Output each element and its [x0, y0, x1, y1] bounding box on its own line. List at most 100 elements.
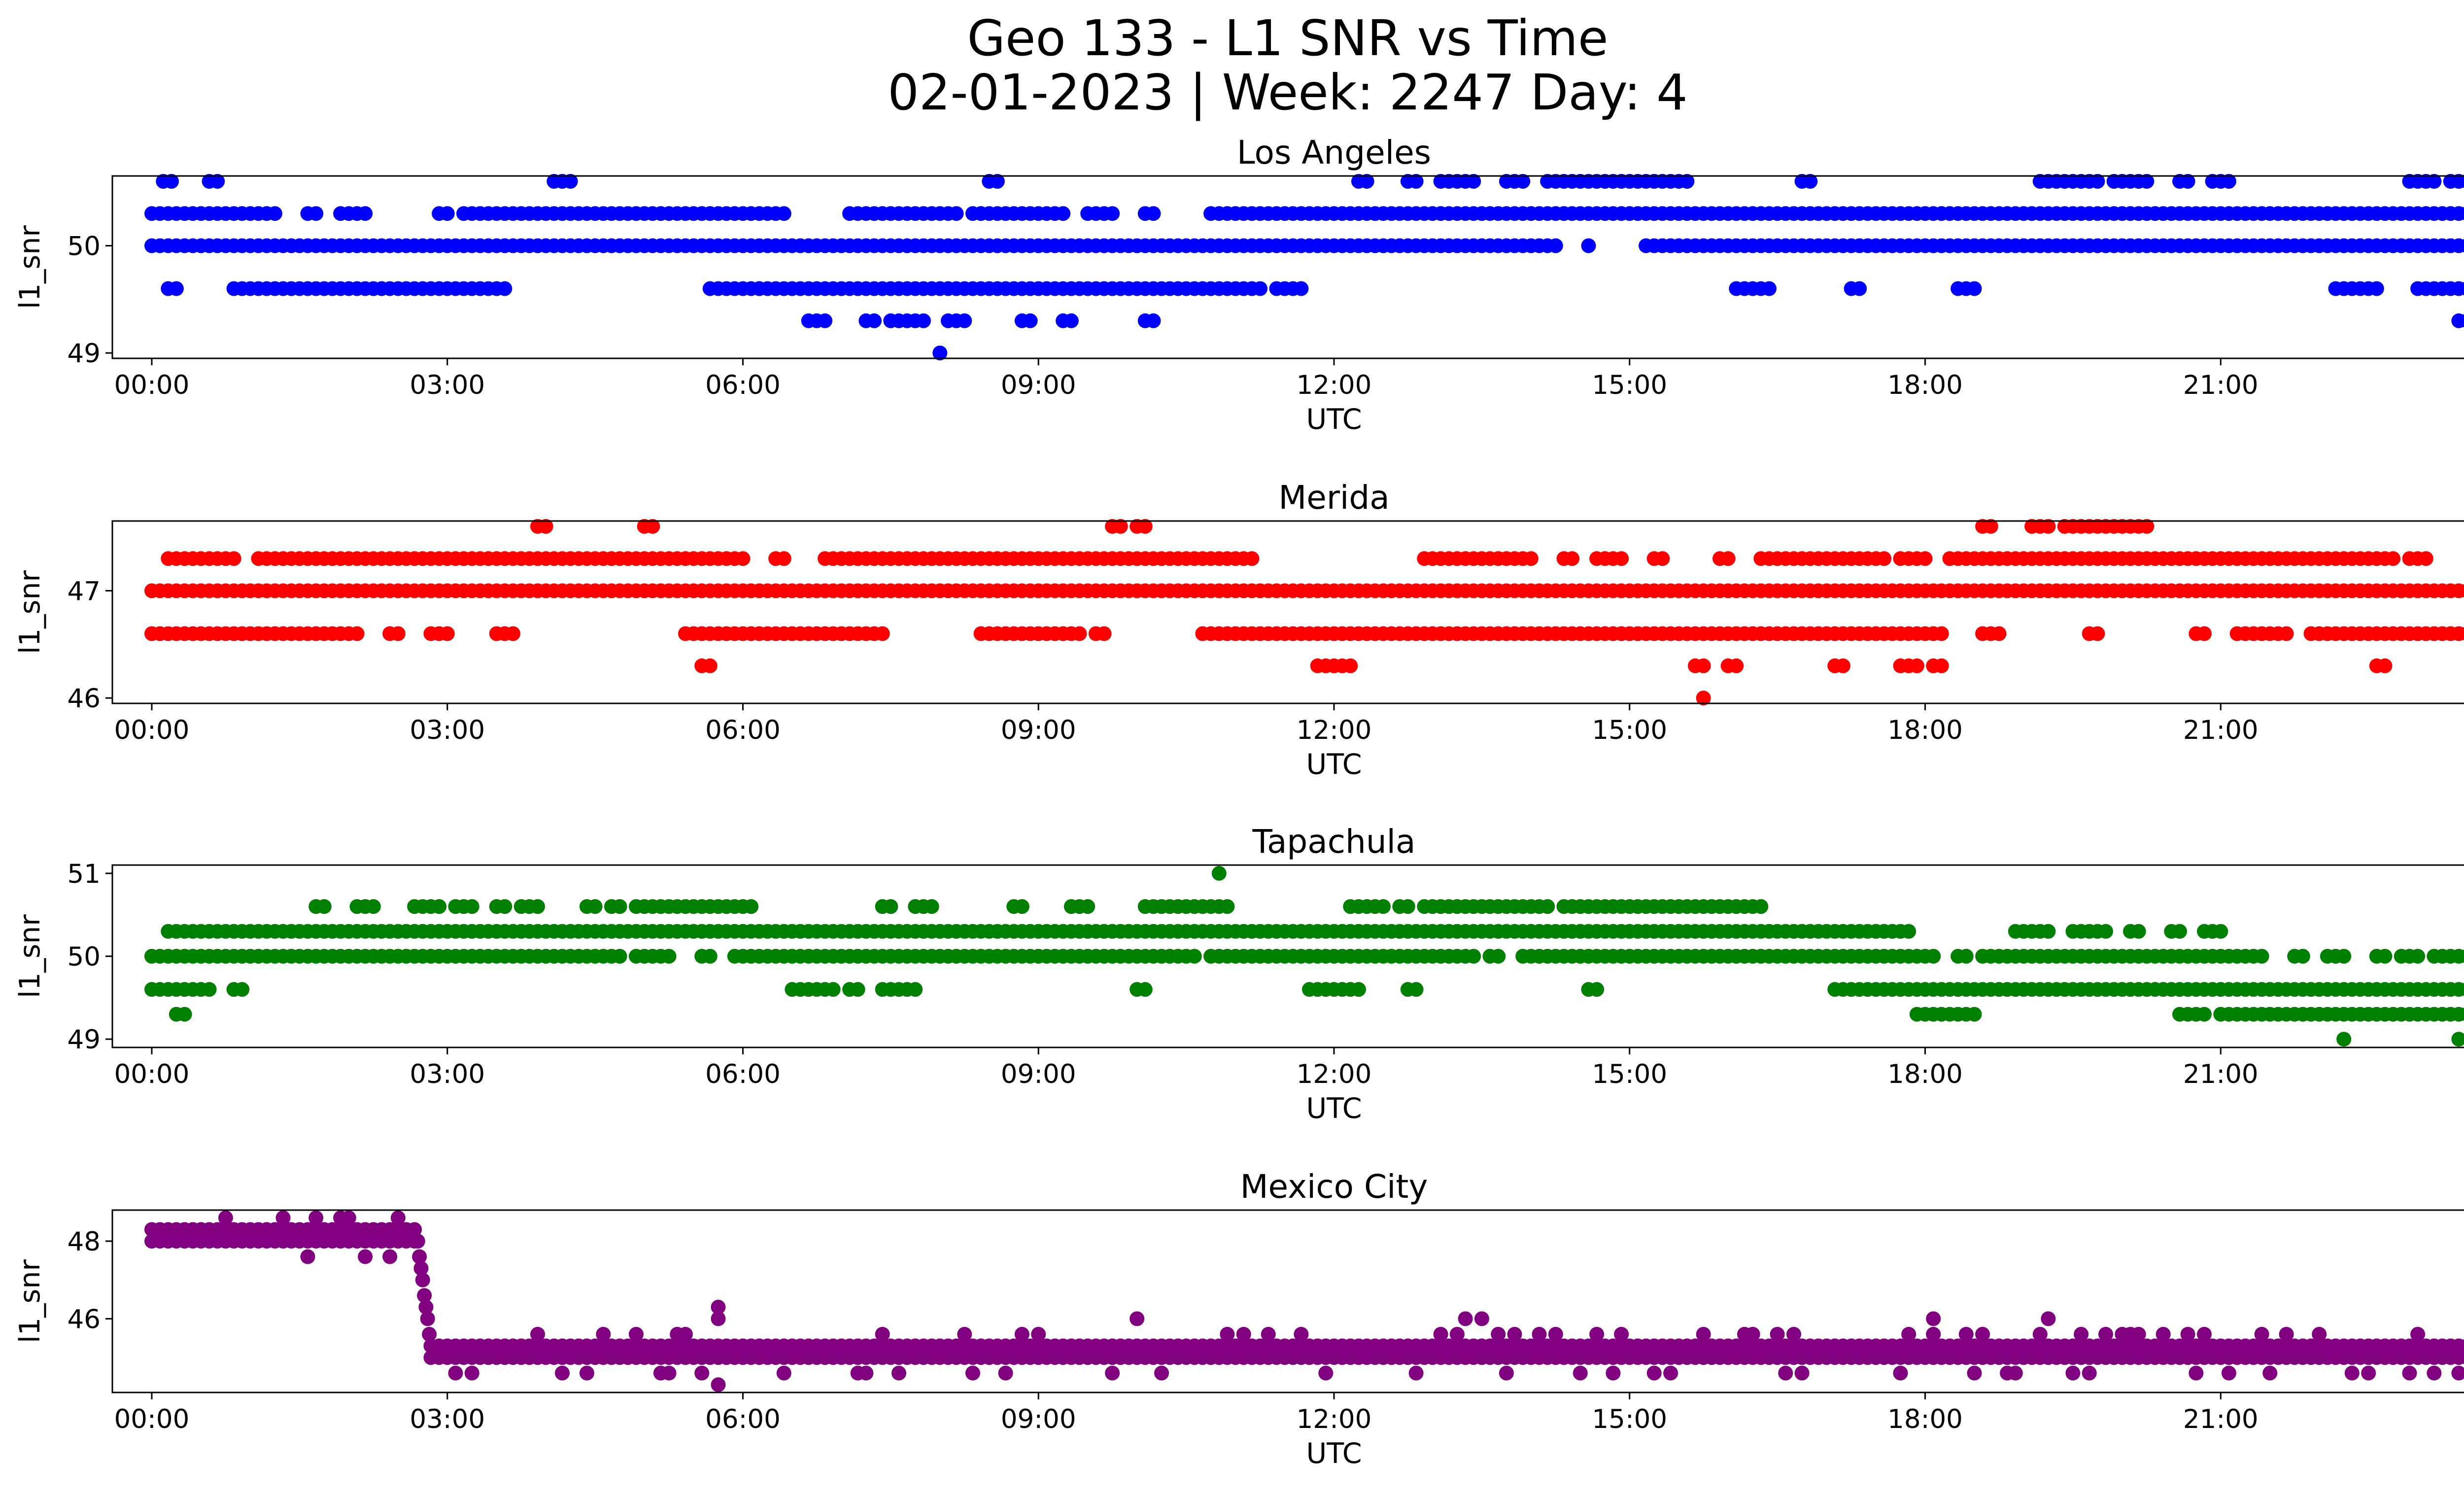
los-angeles-x-tick-label: 18:00	[1887, 370, 1963, 400]
mexico-city-point	[413, 1261, 429, 1276]
mexico-city-point	[530, 1326, 545, 1342]
mexico-city-point	[2180, 1326, 2195, 1342]
merida-point	[1113, 519, 1128, 534]
mexico-city-point	[1901, 1326, 1916, 1342]
tapachula-point	[1376, 899, 1391, 914]
mexico-city-point	[2189, 1365, 2204, 1381]
figure-title-line2: 02-01-2023 | Week: 2247 Day: 4	[888, 64, 1687, 121]
mexico-city-x-axis-label: UTC	[1306, 1437, 1362, 1470]
mexico-city-point	[2032, 1326, 2048, 1342]
los-angeles-point	[1852, 281, 1867, 296]
mexico-city-point	[628, 1326, 644, 1342]
merida-point	[1614, 551, 1629, 566]
tapachula-point	[924, 899, 939, 914]
mexico-city-point	[1499, 1365, 1514, 1381]
merida-point	[1655, 551, 1670, 566]
tapachula-x-tick-label: 06:00	[705, 1059, 781, 1089]
los-angeles-point	[1548, 238, 1563, 253]
merida-point	[1983, 519, 1998, 534]
los-angeles-point	[497, 281, 513, 296]
mexico-city-point	[555, 1365, 570, 1381]
mexico-city-x-tick-label: 09:00	[1001, 1404, 1076, 1434]
mexico-city-point	[1491, 1326, 1506, 1342]
los-angeles-point	[1967, 281, 1982, 296]
los-angeles-point	[2460, 314, 2464, 328]
tapachula-x-tick-label: 12:00	[1297, 1059, 1372, 1089]
merida-point	[1991, 626, 2007, 641]
tapachula-x-tick-label: 18:00	[1887, 1059, 1963, 1089]
tapachula-point	[908, 982, 923, 997]
mexico-city-point	[1408, 1365, 1424, 1381]
panel-merida: Merida 00:00 03:00 06:00 09:00 12:00 15:00 18:0…	[14, 479, 2464, 781]
los-angeles-x-tick-label: 09:00	[1001, 370, 1076, 400]
los-angeles-point	[267, 206, 282, 221]
merida-point	[2041, 519, 2056, 534]
los-angeles-point	[2460, 281, 2464, 296]
los-angeles-x-tick-label: 00:00	[114, 370, 190, 400]
mexico-city-point	[2312, 1326, 2327, 1342]
tapachula-point	[316, 899, 332, 914]
los-angeles-point	[2460, 239, 2464, 253]
los-angeles-point	[957, 313, 972, 328]
los-angeles-point	[776, 206, 791, 221]
los-angeles-x-axis-label: UTC	[1306, 403, 1362, 436]
merida-point	[2460, 626, 2464, 641]
merida-point	[702, 658, 718, 673]
merida-point	[390, 626, 406, 641]
mexico-city-point	[410, 1234, 425, 1249]
mexico-city-point	[358, 1249, 373, 1264]
merida-point	[1720, 551, 1736, 566]
tapachula-x-tick-label: 03:00	[410, 1059, 485, 1089]
mexico-city-point	[1606, 1365, 1621, 1381]
tapachula-point	[1211, 866, 1227, 881]
los-angeles-point	[818, 313, 833, 328]
mexico-city-point	[2402, 1365, 2417, 1381]
los-angeles-point	[1466, 174, 1481, 189]
mexico-city-point	[415, 1272, 430, 1287]
tapachula-point	[2295, 949, 2310, 964]
mexico-city-point	[2344, 1365, 2360, 1381]
tapachula-point	[2172, 924, 2187, 939]
mexico-city-point	[1646, 1365, 1662, 1381]
mexico-city-point	[2197, 1326, 2212, 1342]
mexico-city-point	[308, 1210, 324, 1225]
tapachula-point	[1080, 899, 1095, 914]
merida-point	[1343, 658, 1358, 673]
mexico-city-point	[417, 1288, 432, 1303]
tapachula-point	[177, 1007, 192, 1022]
merida-x-tick-label: 00:00	[114, 715, 190, 745]
mexico-city-point	[1220, 1326, 1235, 1342]
los-angeles-y-axis-label: l1_snr	[14, 225, 46, 309]
los-angeles-point	[1581, 238, 1596, 253]
merida-point	[226, 551, 241, 566]
mexico-city-point	[1745, 1326, 1760, 1342]
mexico-city-point	[1433, 1326, 1448, 1342]
los-angeles-y-tick-label: 49	[68, 339, 101, 369]
figure-title-line1: Geo 133 - L1 SNR vs Time	[967, 9, 1608, 67]
mexico-city-point	[661, 1365, 677, 1381]
tapachula-point	[1466, 949, 1481, 964]
mexico-city-point	[2041, 1311, 2056, 1326]
tapachula-points	[144, 866, 2464, 1047]
merida-point	[506, 626, 520, 641]
tapachula-point	[1351, 982, 1366, 997]
tapachula-point	[2336, 949, 2352, 964]
los-angeles-point	[1023, 313, 1038, 328]
los-angeles-point	[164, 174, 179, 189]
tapachula-point	[744, 899, 759, 914]
tapachula-point	[2460, 982, 2464, 997]
merida-point	[1934, 658, 1949, 673]
merida-point	[2090, 626, 2105, 641]
los-angeles-point	[169, 281, 184, 296]
mexico-city-point	[858, 1365, 874, 1381]
mexico-city-point	[1532, 1326, 1547, 1342]
mexico-city-point	[875, 1326, 890, 1342]
los-angeles-point	[2139, 174, 2155, 189]
mexico-city-point	[2262, 1365, 2278, 1381]
merida-point	[2460, 584, 2464, 598]
mexico-city-point	[407, 1222, 422, 1237]
mexico-city-point	[1975, 1326, 1990, 1342]
los-angeles-point	[210, 174, 225, 189]
mexico-city-point	[1548, 1326, 1563, 1342]
